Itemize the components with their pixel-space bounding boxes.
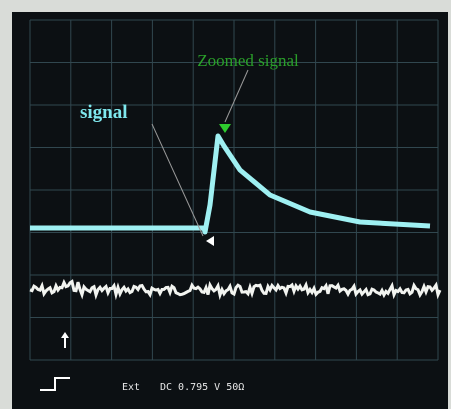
zoom-label: Zoomed signal (197, 51, 299, 70)
screen (12, 12, 448, 409)
oscilloscope-photo: Zoomed signal signal Ext DC 0.795 V 50Ω (0, 0, 451, 409)
signal-label: signal (80, 102, 128, 123)
trigger-source: Ext (122, 382, 140, 393)
coupling: DC 0.795 V 50Ω (160, 382, 244, 393)
